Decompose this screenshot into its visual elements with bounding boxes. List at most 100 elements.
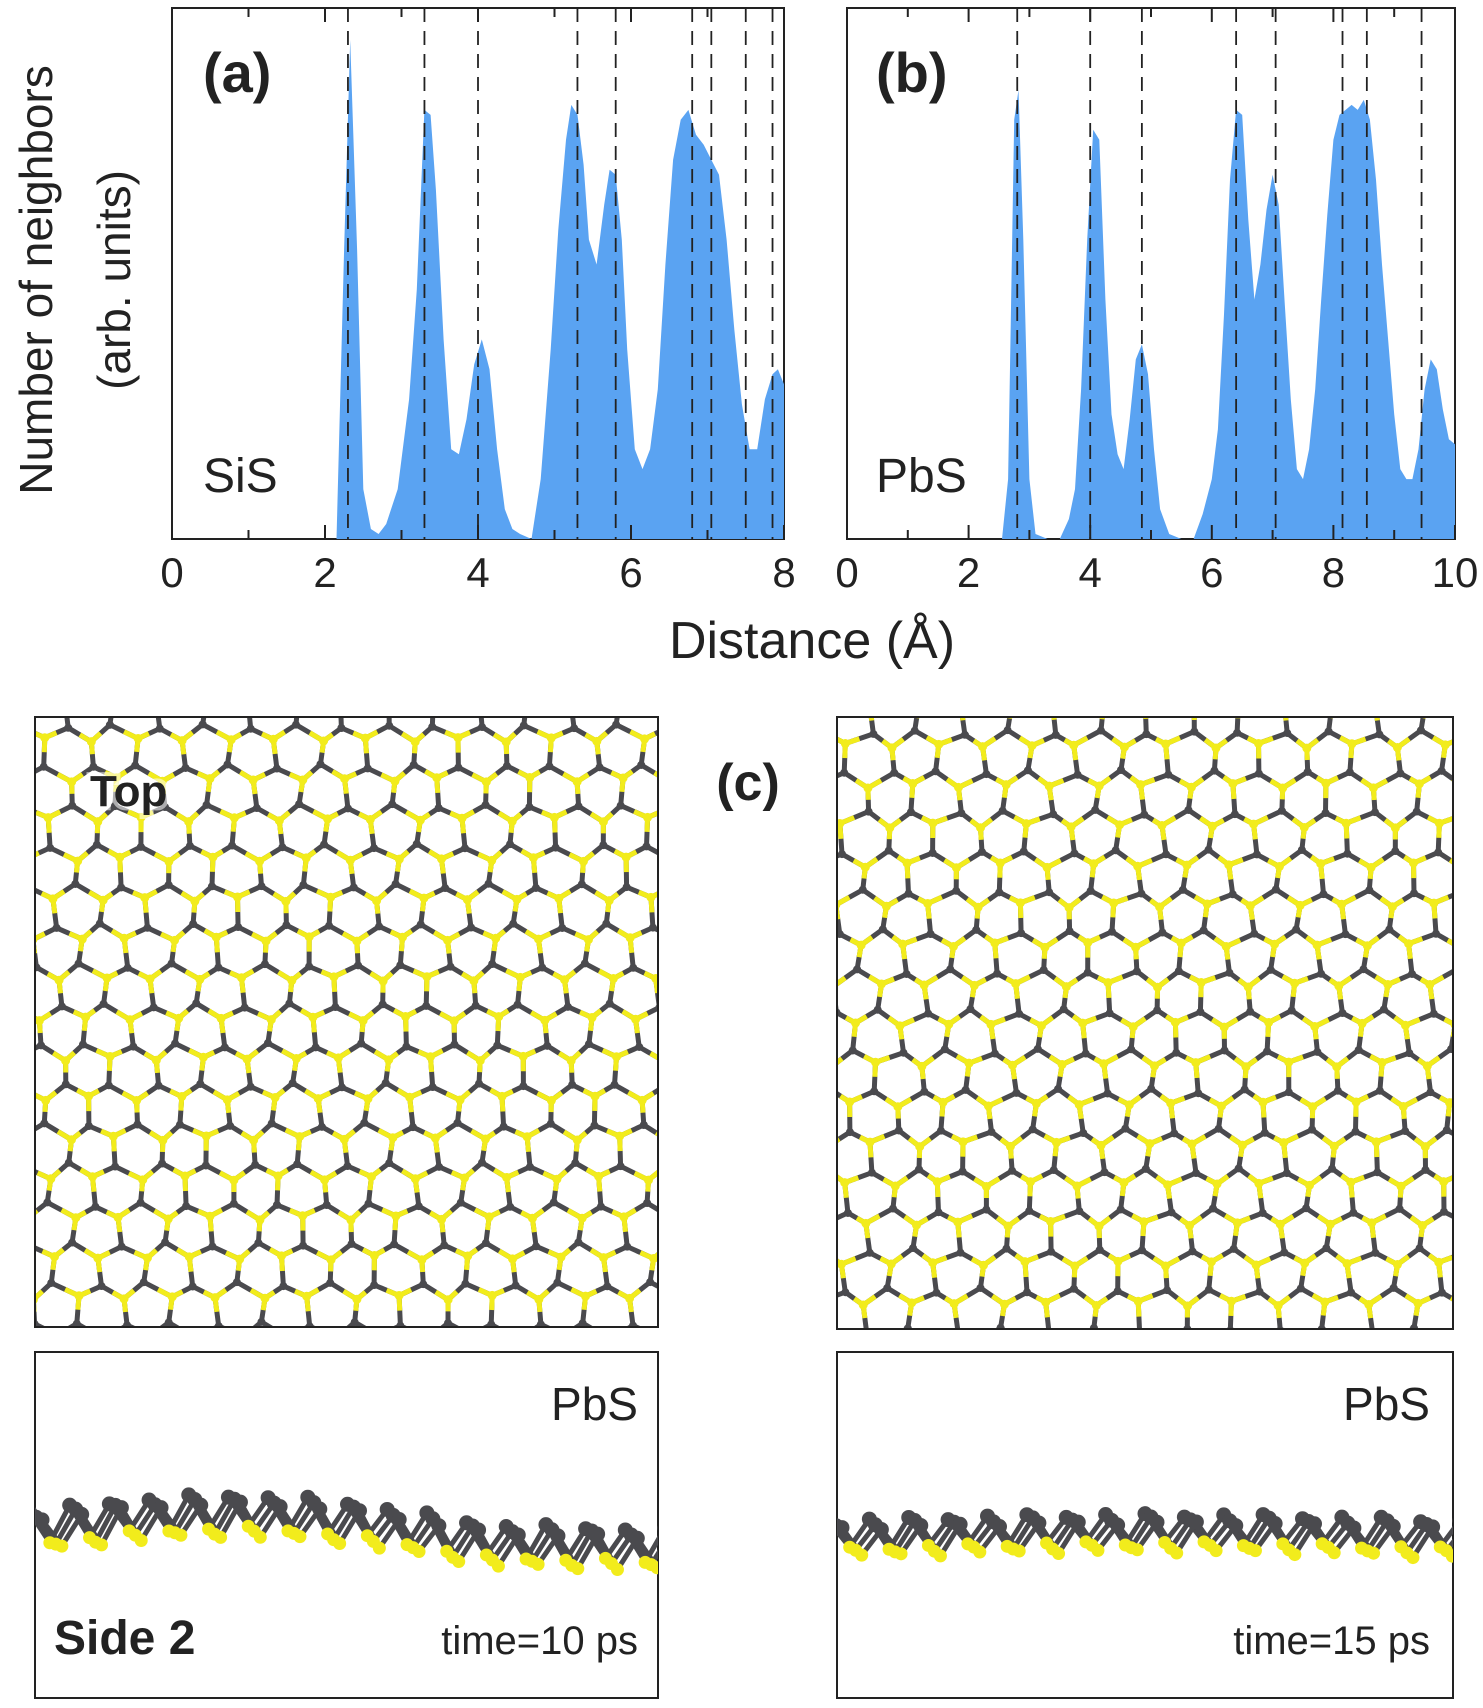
sulfur-atom: [260, 1293, 270, 1303]
lead-atom: [1121, 1124, 1130, 1133]
lead-atom: [1079, 1128, 1088, 1137]
lead-atom: [1324, 727, 1333, 736]
lead-atom: [661, 1082, 669, 1090]
sulfur-atom: [799, 1180, 808, 1189]
sulfur-atom: [643, 812, 653, 822]
lead-atom: [1401, 1127, 1410, 1136]
lead-atom: [1174, 967, 1183, 976]
panel-b-tick-label: 0: [835, 549, 858, 596]
lead-atom: [1373, 1168, 1382, 1177]
lead-atom: [1347, 1288, 1356, 1297]
sulfur-atom: [480, 1134, 490, 1144]
sulfur-atom: [865, 1137, 875, 1147]
lead-atom: [266, 684, 274, 692]
lead-atom: [926, 929, 935, 938]
sulfur-atom: [491, 1559, 505, 1573]
sulfur-atom: [680, 1450, 689, 1459]
sulfur-atom: [612, 1052, 622, 1062]
lead-atom: [260, 960, 269, 969]
lead-atom: [816, 1244, 824, 1252]
lead-atom: [416, 920, 425, 929]
lead-atom: [1287, 1006, 1296, 1015]
sulfur-atom: [640, 734, 650, 744]
sulfur-atom: [1446, 663, 1455, 672]
lead-atom: [267, 1119, 276, 1128]
lead-atom: [629, 1321, 638, 1327]
lead-atom: [1095, 1245, 1104, 1254]
sulfur-atom: [1007, 702, 1016, 711]
lead-atom: [34, 681, 42, 689]
lead-atom: [674, 960, 682, 968]
sulfur-atom: [995, 858, 1005, 868]
lead-atom: [1442, 1126, 1451, 1135]
sulfur-atom: [744, 1341, 753, 1350]
lead-atom: [153, 1500, 169, 1516]
lead-atom: [726, 1043, 734, 1051]
sulfur-atom: [1083, 938, 1093, 948]
sulfur-atom: [938, 1097, 948, 1107]
sulfur-atom: [549, 812, 559, 822]
sulfur-atom: [871, 1057, 881, 1067]
lead-atom: [817, 1043, 825, 1051]
lead-atom: [992, 1519, 1007, 1535]
lead-atom: [551, 843, 560, 852]
sulfur-atom: [919, 980, 929, 990]
lead-atom: [131, 761, 140, 770]
lead-atom: [214, 1322, 223, 1327]
lead-atom: [993, 969, 1002, 978]
sulfur-atom: [1327, 700, 1336, 709]
sulfur-atom: [282, 1332, 291, 1341]
sulfur-atom: [572, 1135, 582, 1145]
lead-atom: [435, 1162, 444, 1171]
lead-atom: [396, 1321, 405, 1327]
sulfur-atom: [1159, 1341, 1168, 1350]
lead-atom: [68, 801, 77, 810]
lead-atom: [471, 1001, 480, 1010]
sulfur-atom: [810, 860, 819, 869]
sulfur-atom: [1190, 704, 1199, 713]
sulfur-atom: [590, 1091, 600, 1101]
lead-atom: [8, 1001, 16, 1009]
lead-atom: [1116, 766, 1125, 775]
lead-atom: [612, 720, 621, 729]
sulfur-atom: [1457, 863, 1466, 872]
lead-atom: [913, 1517, 929, 1533]
sulfur-atom: [1395, 661, 1404, 670]
sulfur-atom: [522, 694, 531, 703]
sulfur-atom: [424, 1335, 433, 1344]
panel-a-chart: 0 2 4 6 8 (a) SiS: [160, 7, 796, 596]
lead-atom: [801, 800, 809, 808]
lead-atom: [1228, 890, 1237, 899]
lead-atom: [37, 1041, 46, 1050]
sulfur-atom: [1089, 859, 1099, 869]
lead-atom: [475, 1079, 484, 1088]
sulfur-atom: [805, 1211, 814, 1220]
lead-atom: [47, 1278, 56, 1287]
lead-atom: [378, 1000, 387, 1009]
sulfur-atom: [746, 1261, 755, 1270]
sulfur-atom: [1091, 1543, 1105, 1557]
lead-atom: [1379, 1005, 1388, 1014]
sulfur-atom: [769, 862, 778, 871]
lead-atom: [1132, 967, 1141, 976]
sulfur-atom: [1036, 1021, 1046, 1031]
sulfur-atom: [773, 1016, 782, 1025]
sulfur-atom: [826, 1175, 835, 1184]
lead-atom: [1338, 1008, 1347, 1017]
sulfur-atom: [837, 1259, 846, 1269]
sulfur-atom: [1185, 1221, 1195, 1231]
panel-b-chart: 0 2 4 6 8 10 (b) PbS: [835, 7, 1478, 596]
lead-atom: [1166, 689, 1174, 697]
sulfur-atom: [1332, 1062, 1342, 1072]
sulfur-atom: [352, 936, 362, 946]
lead-atom: [814, 890, 822, 898]
lead-atom: [940, 1045, 949, 1054]
sulfur-atom: [1032, 663, 1041, 672]
lead-atom: [1434, 848, 1443, 857]
sulfur-atom: [1232, 1218, 1242, 1228]
lead-atom: [550, 1528, 566, 1544]
sulfur-atom: [560, 975, 570, 985]
sulfur-atom: [577, 1213, 587, 1223]
sulfur-atom: [559, 1331, 568, 1340]
lead-atom: [326, 1278, 335, 1287]
